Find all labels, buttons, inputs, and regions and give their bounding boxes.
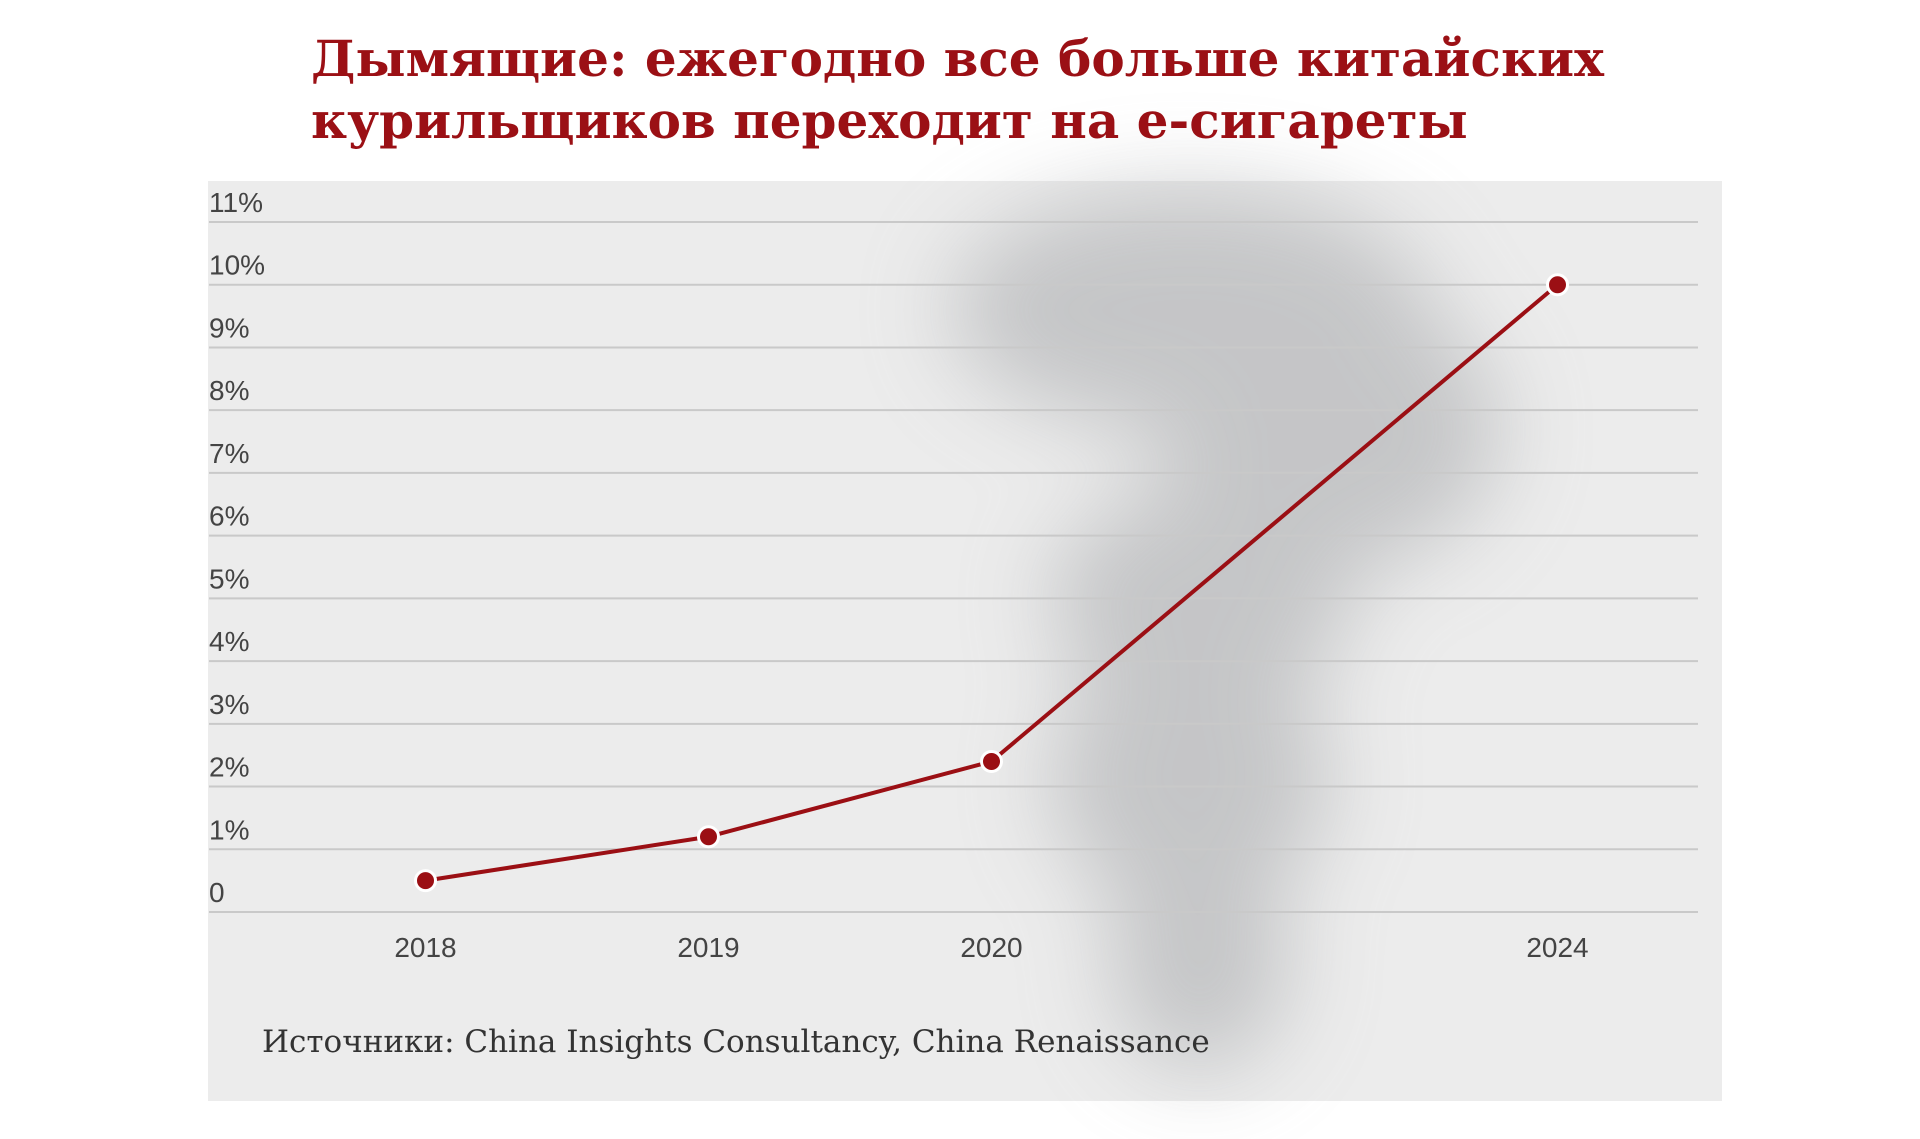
line-segment [707,759,993,839]
y-tick-label: 1% [209,814,249,845]
x-tick-label: 2020 [960,932,1022,963]
y-tick-label: 4% [209,626,249,657]
point [1546,273,1569,297]
y-tick-label: 9% [209,312,249,343]
chart-title: Дымящие: ежегодно все больше китайских ку… [311,29,1605,150]
x-tick-label: 2018 [394,932,456,963]
smoke [950,190,1500,1070]
y-tick-label: 2% [209,752,249,783]
y-tick-label: 0 [209,877,225,908]
point [697,825,720,849]
y-tick-label: 11% [209,187,263,218]
y-tick-label: 6% [209,501,249,532]
y-tick-label: 5% [209,563,249,594]
y-tick-label: 7% [209,438,249,469]
y-tick-label: 10% [209,250,265,281]
source: Источники: China Insights Consultancy, C… [262,1024,1210,1060]
x-tick-label: 2024 [1526,932,1588,963]
line-segment [990,283,1559,763]
y-tick-label: 8% [209,375,249,406]
point [980,749,1003,773]
y-tick-label: 3% [209,689,249,720]
x-tick-label: 2019 [677,932,739,963]
point [414,869,437,893]
line-segment [425,834,709,883]
